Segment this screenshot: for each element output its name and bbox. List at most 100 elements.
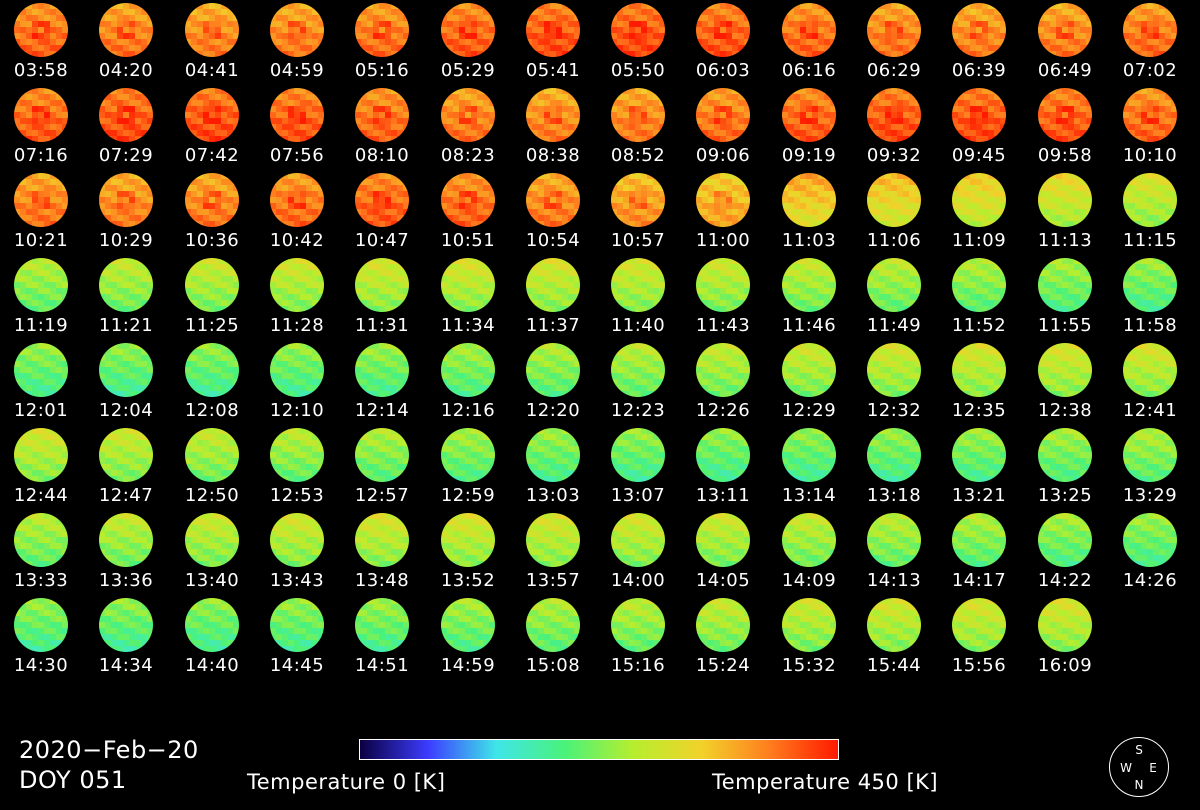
observation-time-label: 09:06 xyxy=(695,145,751,166)
thermal-disk-image xyxy=(14,598,68,652)
observation-time-label: 04:59 xyxy=(269,60,325,81)
thermal-disk-image xyxy=(952,343,1006,397)
observation-time-label: 14:17 xyxy=(951,570,1007,591)
observation-time-label: 14:30 xyxy=(13,655,69,676)
thermal-thumbnail: 11:40 xyxy=(597,255,677,337)
thermal-disk-image xyxy=(185,88,239,142)
observation-time-label: 07:29 xyxy=(98,145,154,166)
thermal-disk-image xyxy=(270,258,324,312)
thermal-disk-image xyxy=(952,258,1006,312)
thermal-thumbnail: 14:17 xyxy=(938,510,1018,592)
thermal-disk-image xyxy=(355,88,409,142)
observation-time-label: 13:25 xyxy=(1037,485,1093,506)
thermal-thumbnail: 13:40 xyxy=(171,510,251,592)
thermal-thumbnail: 07:16 xyxy=(0,85,80,167)
observation-time-label: 10:57 xyxy=(610,230,666,251)
observation-time-label: 10:51 xyxy=(440,230,496,251)
observation-time-label: 06:03 xyxy=(695,60,751,81)
thermal-thumbnail: 06:16 xyxy=(768,0,848,82)
thermal-disk-image xyxy=(696,513,750,567)
thermal-thumbnail: 13:43 xyxy=(256,510,336,592)
thermal-thumbnail: 12:01 xyxy=(0,340,80,422)
observation-time-label: 10:47 xyxy=(354,230,410,251)
thermal-disk-image xyxy=(867,598,921,652)
day-of-year-label: DOY 051 xyxy=(19,766,127,794)
thermal-disk-image xyxy=(867,513,921,567)
observation-time-label: 07:02 xyxy=(1122,60,1178,81)
thermal-disk-image xyxy=(952,513,1006,567)
observation-time-label: 10:29 xyxy=(98,230,154,251)
observation-time-label: 13:57 xyxy=(525,570,581,591)
thermal-disk-image xyxy=(867,258,921,312)
thermal-disk-image xyxy=(441,173,495,227)
temperature-colorbar xyxy=(359,739,839,760)
thermal-disk-image xyxy=(782,88,836,142)
thermal-thumbnail: 13:48 xyxy=(341,510,421,592)
observation-time-label: 11:19 xyxy=(13,315,69,336)
thermal-disk-image xyxy=(952,173,1006,227)
observation-time-label: 12:38 xyxy=(1037,400,1093,421)
thermal-disk-image xyxy=(611,343,665,397)
thermal-thumbnail: 14:30 xyxy=(0,595,80,677)
thermal-disk-image xyxy=(952,3,1006,57)
observation-time-label: 08:38 xyxy=(525,145,581,166)
thermal-disk-image xyxy=(611,598,665,652)
thermal-thumbnail: 15:44 xyxy=(853,595,933,677)
thermal-thumbnail: 07:29 xyxy=(85,85,165,167)
observation-time-label: 11:28 xyxy=(269,315,325,336)
thermal-disk-image xyxy=(1123,88,1177,142)
thermal-thumbnail: 05:29 xyxy=(427,0,507,82)
thermal-thumbnail: 09:32 xyxy=(853,85,933,167)
compass-east-label: E xyxy=(1149,761,1157,775)
observation-time-label: 13:21 xyxy=(951,485,1007,506)
thermal-thumbnail: 08:52 xyxy=(597,85,677,167)
observation-time-label: 13:03 xyxy=(525,485,581,506)
thermal-disk-image xyxy=(99,173,153,227)
observation-time-label: 13:48 xyxy=(354,570,410,591)
thermal-disk-image xyxy=(355,258,409,312)
observation-time-label: 13:40 xyxy=(184,570,240,591)
observation-time-label: 07:16 xyxy=(13,145,69,166)
observation-time-label: 10:21 xyxy=(13,230,69,251)
thermal-disk-image xyxy=(1038,598,1092,652)
thermal-thumbnail: 13:33 xyxy=(0,510,80,592)
observation-time-label: 09:58 xyxy=(1037,145,1093,166)
observation-time-label: 11:58 xyxy=(1122,315,1178,336)
observation-time-label: 14:09 xyxy=(781,570,837,591)
thermal-thumbnail: 10:54 xyxy=(512,170,592,252)
observation-time-label: 11:46 xyxy=(781,315,837,336)
thermal-disk-image xyxy=(611,88,665,142)
thermal-disk-image xyxy=(14,258,68,312)
thermal-disk-image xyxy=(270,88,324,142)
thermal-disk-image xyxy=(441,513,495,567)
thermal-disk-image xyxy=(441,598,495,652)
thermal-disk-image xyxy=(270,3,324,57)
thermal-disk-image xyxy=(355,343,409,397)
observation-time-label: 14:26 xyxy=(1122,570,1178,591)
thermal-disk-image xyxy=(185,173,239,227)
thermal-thumbnail: 12:47 xyxy=(85,425,165,507)
thermal-thumbnail: 11:43 xyxy=(682,255,762,337)
thermal-disk-image xyxy=(782,343,836,397)
thermal-thumbnail: 13:25 xyxy=(1024,425,1104,507)
thermal-thumbnail: 13:18 xyxy=(853,425,933,507)
observation-time-label: 12:10 xyxy=(269,400,325,421)
observation-time-label: 05:50 xyxy=(610,60,666,81)
thermal-thumbnail: 12:59 xyxy=(427,425,507,507)
observation-time-label: 06:16 xyxy=(781,60,837,81)
thermal-disk-image xyxy=(1038,3,1092,57)
observation-time-label: 11:21 xyxy=(98,315,154,336)
observation-time-label: 08:10 xyxy=(354,145,410,166)
thermal-thumbnail: 13:03 xyxy=(512,425,592,507)
observation-time-label: 10:10 xyxy=(1122,145,1178,166)
thermal-thumbnail: 13:14 xyxy=(768,425,848,507)
thermal-disk-image xyxy=(526,428,580,482)
thermal-disk-image xyxy=(14,343,68,397)
observation-time-label: 13:11 xyxy=(695,485,751,506)
observation-time-label: 11:31 xyxy=(354,315,410,336)
thermal-thumbnail: 13:36 xyxy=(85,510,165,592)
thermal-thumbnail: 08:10 xyxy=(341,85,421,167)
thermal-thumbnail: 07:42 xyxy=(171,85,251,167)
observation-time-label: 15:32 xyxy=(781,655,837,676)
observation-time-label: 12:29 xyxy=(781,400,837,421)
